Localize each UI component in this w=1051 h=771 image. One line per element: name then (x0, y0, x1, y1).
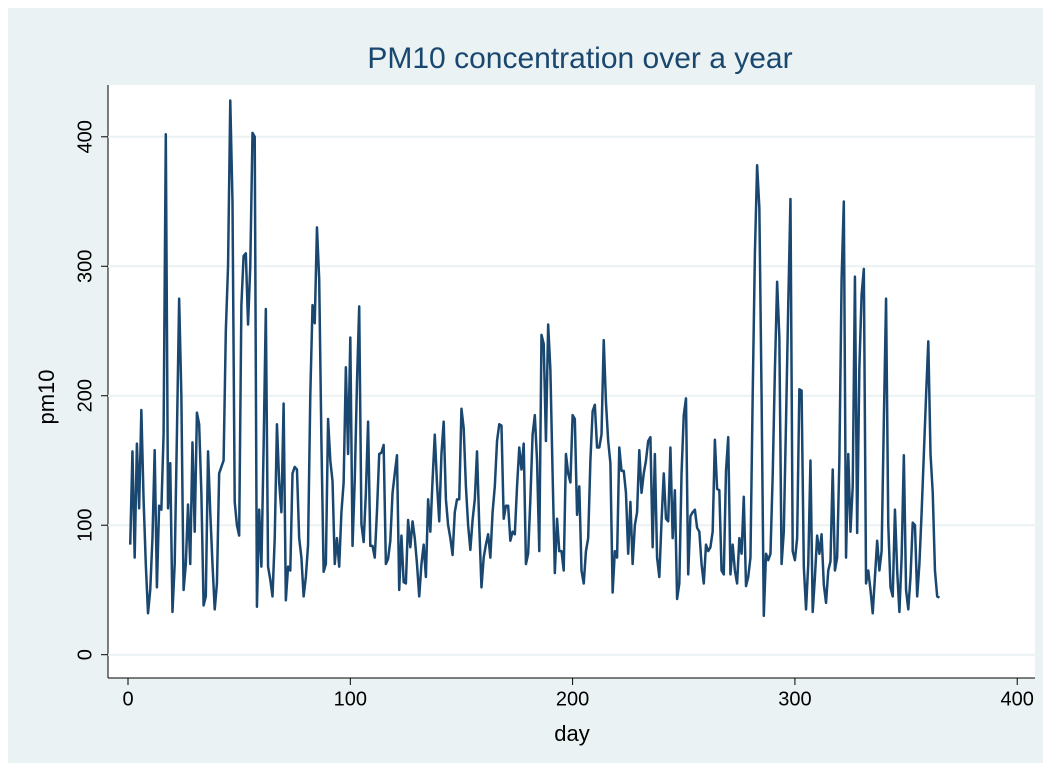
y-tick-label: 0 (74, 649, 96, 660)
x-tick-label: 0 (122, 688, 133, 710)
x-tick-label: 300 (778, 688, 811, 710)
y-tick-label: 400 (74, 120, 96, 153)
y-tick-label: 200 (74, 379, 96, 412)
plot-area (108, 85, 1035, 678)
x-tick-label: 100 (334, 688, 367, 710)
chart-title: PM10 concentration over a year (367, 42, 792, 75)
y-tick-label: 100 (74, 509, 96, 542)
x-tick-label: 200 (556, 688, 589, 710)
data-line (128, 99, 941, 618)
x-tick-label: 400 (1001, 688, 1034, 710)
x-axis-label: day (554, 721, 589, 746)
y-axis-label: pm10 (34, 369, 59, 424)
y-tick-label: 300 (74, 250, 96, 283)
